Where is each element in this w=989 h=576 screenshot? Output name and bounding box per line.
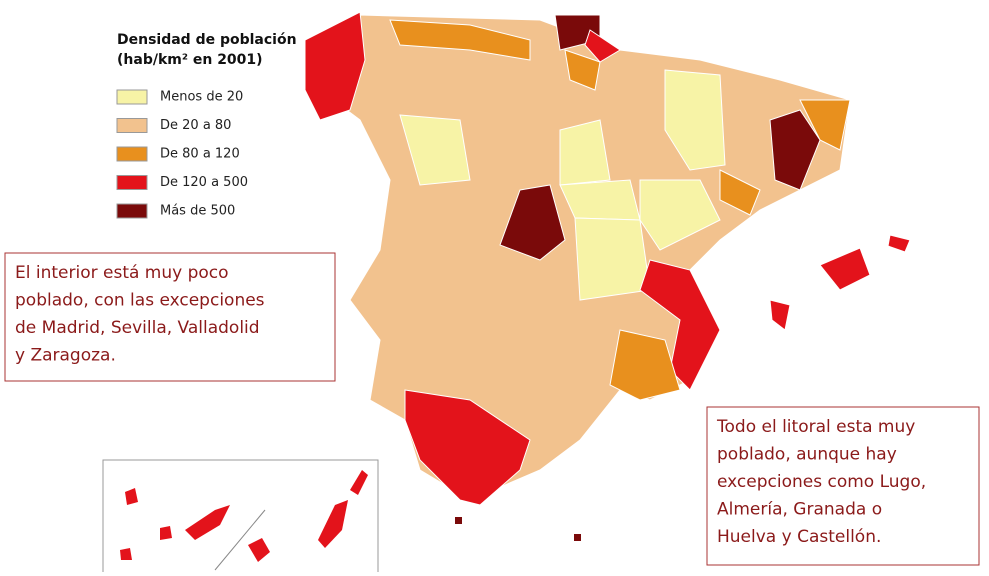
island [887,234,911,253]
note-text: Huelva y Castellón. [717,527,881,547]
island [125,488,138,505]
legend: Menos de 20 De 20 a 80 De 80 a 120 De 120 a… [116,89,248,219]
island [819,247,871,291]
legend-label: De 120 a 500 [160,175,248,190]
region [564,49,601,91]
legend-swatch [116,118,148,133]
region [719,169,761,216]
region [664,69,726,171]
note-text: excepciones como Lugo, [717,472,926,492]
legend-label: Menos de 20 [160,90,243,105]
note-text: poblado, con las excepciones [15,291,265,311]
melilla [574,534,581,541]
island [185,505,230,540]
region [389,19,531,61]
note-text: Almería, Granada o [717,500,882,520]
ceuta [455,517,462,524]
legend-label: De 20 a 80 [160,118,231,133]
island [769,299,791,331]
region [304,11,366,121]
island [248,538,270,562]
canary-inset [102,459,379,576]
note-text: de Madrid, Sevilla, Valladolid [15,318,260,338]
legend-title: (hab/km² en 2001) [117,52,263,68]
legend-title: Densidad de población [117,32,297,48]
spain-map [304,11,911,541]
region [639,179,721,251]
note-box [706,406,980,566]
island [350,470,368,495]
region [799,99,851,151]
region [399,114,471,186]
region [559,119,611,186]
island [318,500,348,548]
notes: El interior está muy poco poblado, con la… [4,252,980,566]
region [499,184,566,261]
legend-swatch [116,203,148,219]
legend-swatch [116,175,148,190]
island [160,526,172,540]
note-text: y Zaragoza. [15,346,116,366]
legend-label: Más de 500 [160,204,235,219]
legend-swatch [116,89,148,105]
note-text: Todo el litoral esta muy [716,417,915,437]
divider [214,509,266,571]
legend-label: De 80 a 120 [160,147,240,162]
note-text: El interior está muy poco [15,263,229,283]
region [574,217,651,301]
note-text: poblado, aunque hay [717,445,897,465]
region [769,109,821,191]
region [609,329,681,401]
island [120,548,132,560]
region [639,259,721,391]
region [404,389,531,506]
note-box [4,252,336,382]
legend-swatch [116,146,148,162]
